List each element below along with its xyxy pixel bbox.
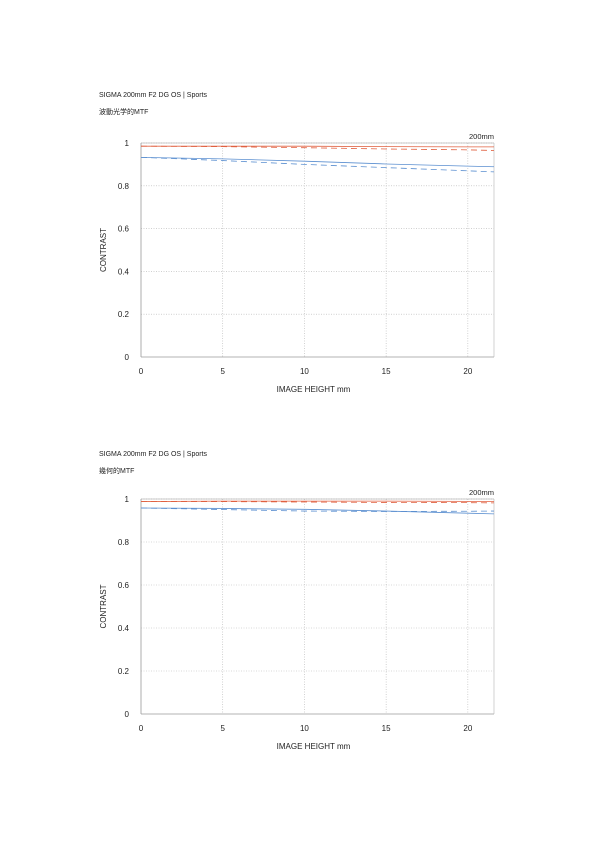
chart-title: SIGMA 200mm F2 DG OS | Sports: [99, 92, 208, 99]
x-tick-label: 20: [463, 367, 472, 376]
series-line-dashed: [140, 145, 495, 151]
series-line-solid: [140, 507, 495, 515]
y-tick-label: 0: [125, 353, 130, 362]
chart-title: SIGMA 200mm F2 DG OS | Sports: [99, 451, 208, 458]
x-tick-label: 10: [300, 367, 309, 376]
y-tick-label: 0.6: [118, 225, 130, 234]
x-tick-label: 0: [139, 367, 144, 376]
series-line-dashed: [141, 501, 495, 504]
series-line-solid: [140, 156, 495, 168]
chart-subtitle: 幾何的MTF: [99, 468, 135, 475]
y-tick-label: 0.8: [118, 538, 130, 547]
x-tick-label: 10: [300, 724, 309, 733]
y-tick-label: 0.2: [118, 310, 130, 319]
y-tick-label: 0.4: [118, 267, 130, 276]
series-line-solid: [141, 145, 494, 148]
focal-length-label: 200mm: [469, 488, 494, 497]
y-tick-label: 1: [125, 139, 130, 148]
y-tick-label: 0: [125, 710, 130, 719]
x-tick-label: 15: [382, 724, 391, 733]
series-line-dashed: [140, 156, 495, 173]
x-axis-label: IMAGE HEIGHT mm: [277, 385, 351, 394]
chart-subtitle: 波動光学的MTF: [99, 109, 149, 116]
x-tick-label: 20: [463, 724, 472, 733]
x-tick-label: 5: [220, 367, 225, 376]
y-tick-label: 0.2: [118, 667, 130, 676]
y-tick-label: 1: [125, 495, 130, 504]
y-axis-label: CONTRAST: [99, 584, 108, 628]
x-tick-label: 0: [139, 724, 144, 733]
y-axis-label: CONTRAST: [99, 228, 108, 272]
mtf-chart-block-wave: SIGMA 200mm F2 DG OS | Sports 波動光学的MTF 0…: [0, 0, 594, 420]
x-axis-label: IMAGE HEIGHT mm: [277, 742, 351, 751]
series-line-dashed: [140, 507, 495, 512]
y-tick-label: 0.6: [118, 581, 130, 590]
focal-length-label: 200mm: [469, 132, 494, 141]
y-tick-label: 0.4: [118, 624, 130, 633]
y-tick-label: 0.8: [118, 182, 130, 191]
x-tick-label: 15: [382, 367, 391, 376]
x-tick-label: 5: [220, 724, 225, 733]
